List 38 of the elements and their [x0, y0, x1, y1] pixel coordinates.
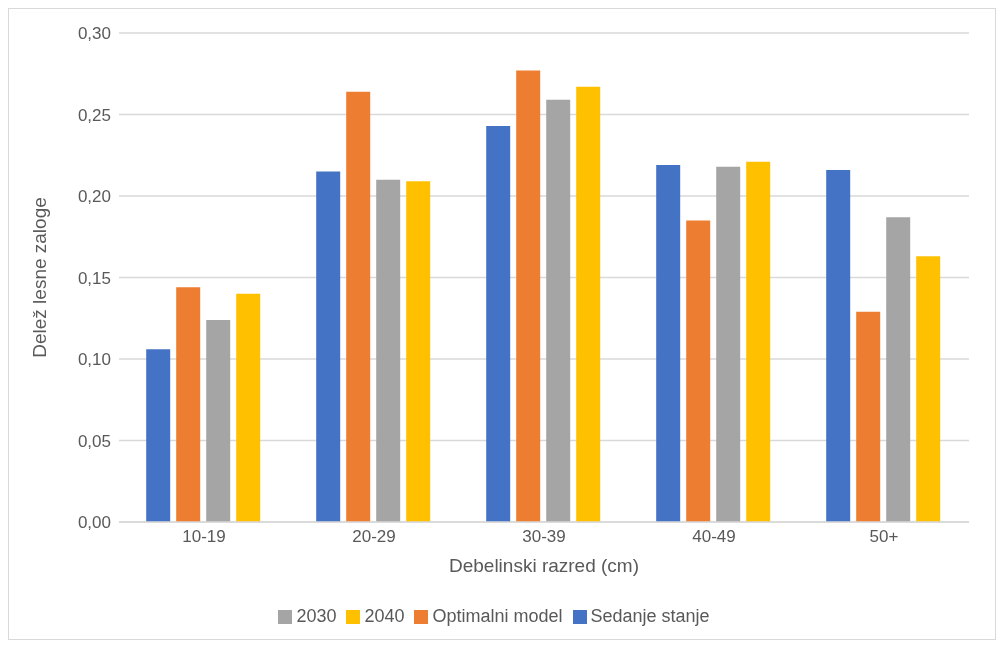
legend-label: Sedanje stanje — [590, 606, 710, 626]
bar — [656, 165, 681, 522]
x-tick-label: 50+ — [869, 527, 899, 547]
bar — [316, 171, 341, 522]
bar — [576, 86, 601, 522]
bar — [206, 319, 231, 522]
bar — [856, 311, 881, 522]
bar — [516, 70, 541, 522]
legend-label: Optimalni model — [432, 606, 563, 626]
legend-label: 2040 — [364, 606, 405, 626]
bar — [176, 287, 201, 522]
bar — [686, 220, 711, 522]
x-axis-title: Debelinski razred (cm) — [448, 555, 640, 576]
bar — [236, 293, 261, 522]
bar — [406, 181, 431, 522]
bar — [886, 217, 911, 522]
x-tick-label: 40-49 — [692, 527, 736, 547]
y-tick-label: 0,15 — [77, 268, 111, 288]
y-axis-title: Delež lesne zaloge — [28, 197, 50, 358]
legend-label: 2030 — [296, 606, 337, 626]
x-tick-label: 30-39 — [522, 527, 566, 547]
bar — [346, 91, 371, 522]
x-tick-label: 10-19 — [182, 527, 226, 547]
bar — [826, 169, 851, 522]
y-tick-label: 0,30 — [77, 24, 111, 44]
bar — [376, 179, 401, 522]
y-tick-label: 0,25 — [77, 105, 111, 125]
bar — [916, 256, 941, 522]
y-tick-label: 0,10 — [77, 350, 111, 370]
y-tick-label: 0,20 — [77, 187, 111, 207]
bar — [716, 166, 741, 522]
y-tick-label: 0,05 — [77, 431, 111, 451]
bar — [486, 125, 511, 522]
x-tick-label: 20-29 — [352, 527, 396, 547]
bar — [546, 99, 571, 522]
bar — [146, 349, 171, 522]
bar — [746, 161, 771, 522]
y-tick-label: 0,00 — [77, 513, 111, 533]
